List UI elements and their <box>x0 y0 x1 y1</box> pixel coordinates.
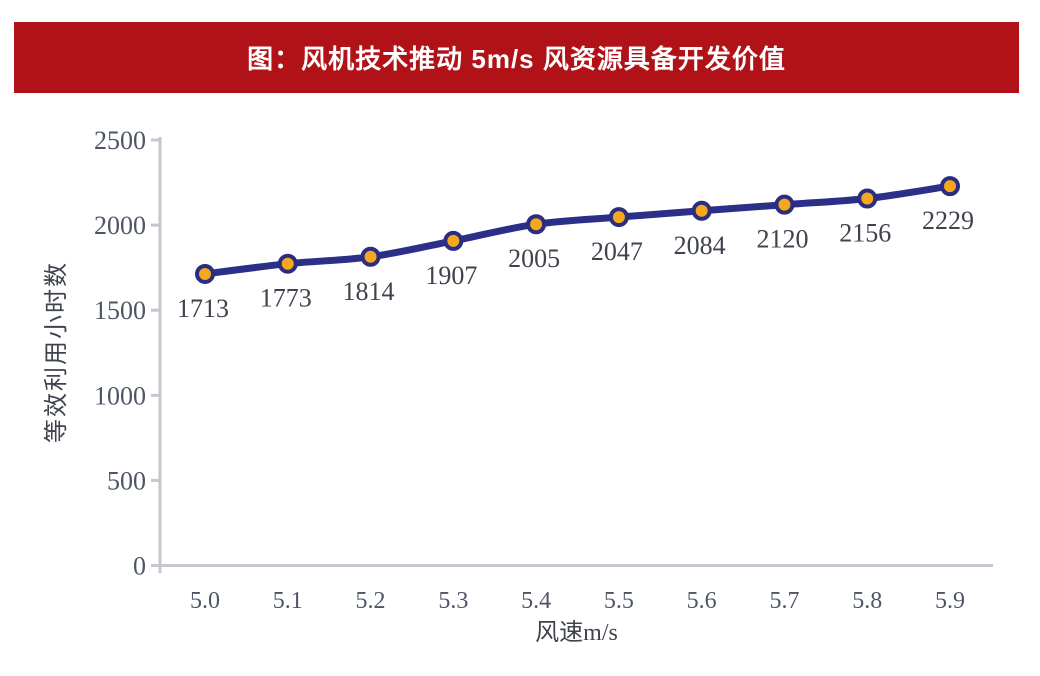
data-point-marker <box>195 263 215 284</box>
y-tick-label: 0 <box>133 552 146 581</box>
y-tick-label: 1000 <box>94 381 146 410</box>
data-point-marker <box>940 176 961 197</box>
y-tick-label: 1500 <box>94 296 146 325</box>
data-point-marker <box>691 200 712 221</box>
data-point-label: 1713 <box>177 294 229 323</box>
x-tick-label: 5.7 <box>769 588 799 614</box>
x-tick-label: 5.0 <box>190 588 220 614</box>
data-point-marker <box>443 230 464 251</box>
x-tick-label: 5.3 <box>438 588 468 614</box>
data-point-label: 2229 <box>922 206 974 235</box>
x-tick-label: 5.1 <box>273 588 303 614</box>
x-tick-label: 5.9 <box>935 588 965 614</box>
x-tick-label: 5.6 <box>687 588 717 614</box>
data-point-marker <box>774 194 795 215</box>
y-tick-label: 500 <box>107 466 146 495</box>
data-point-label: 1814 <box>343 277 395 306</box>
data-point-marker <box>526 214 547 235</box>
data-point-label: 2047 <box>591 237 643 266</box>
data-point-label: 2156 <box>839 219 891 248</box>
x-axis-title: 风速m/s <box>535 619 618 646</box>
chart-title-banner: 图：风机技术推动 5m/s 风资源具备开发价值 <box>14 22 1019 93</box>
chart-title: 图：风机技术推动 5m/s 风资源具备开发价值 <box>247 44 786 74</box>
data-point-label: 1773 <box>260 284 312 313</box>
data-point-marker <box>857 188 878 209</box>
data-point-label: 1907 <box>425 261 477 290</box>
data-point-marker <box>277 253 298 274</box>
x-tick-label: 5.2 <box>356 588 386 614</box>
data-point-label: 2005 <box>508 244 560 273</box>
data-point-marker <box>608 207 629 228</box>
data-point-label: 2084 <box>674 231 726 260</box>
data-point-label: 2120 <box>756 225 808 254</box>
y-axis-title: 等效利用小时数 <box>43 261 70 443</box>
data-point-marker <box>360 246 381 267</box>
x-tick-label: 5.4 <box>521 588 551 614</box>
data-line <box>201 182 954 278</box>
x-tick-label: 5.5 <box>604 588 634 614</box>
x-tick-label: 5.8 <box>852 588 882 614</box>
y-tick-label: 2500 <box>94 126 146 155</box>
y-tick-label: 2000 <box>94 211 146 240</box>
